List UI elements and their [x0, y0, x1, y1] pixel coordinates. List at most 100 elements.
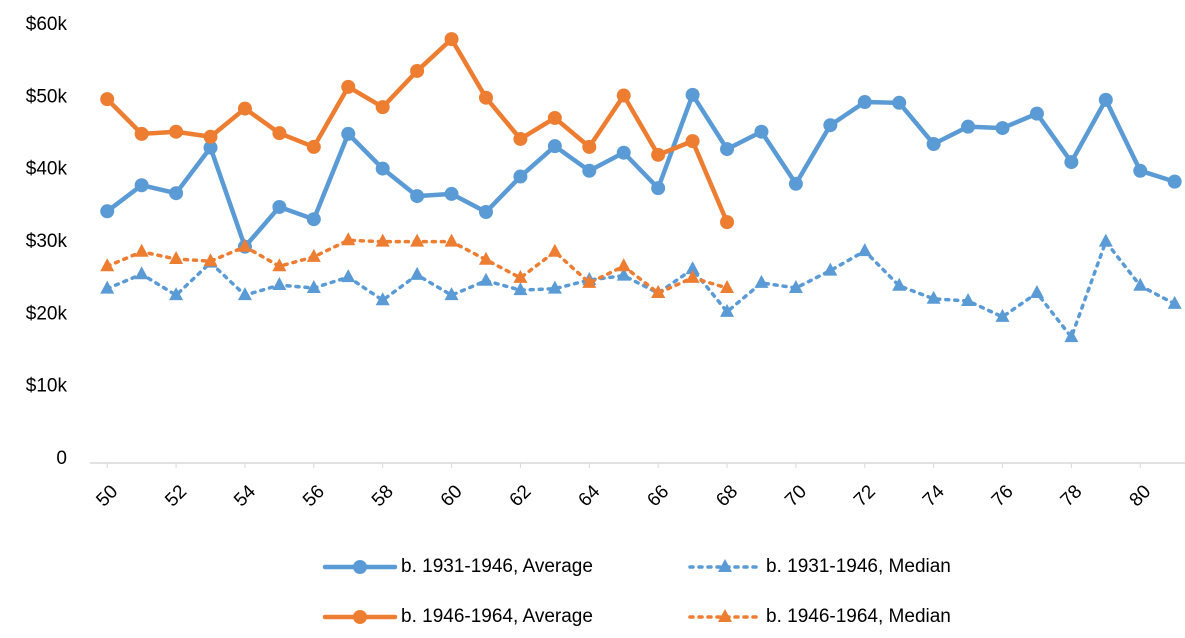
- data-point: [444, 287, 459, 301]
- data-point: [616, 267, 631, 281]
- data-point: [203, 253, 218, 267]
- data-point: [720, 279, 735, 293]
- y-tick-label: $20k: [26, 303, 68, 324]
- data-point: [375, 292, 390, 306]
- legend-marker: [718, 609, 732, 622]
- data-point: [685, 134, 700, 149]
- data-point: [685, 269, 700, 283]
- data-point: [1064, 155, 1079, 170]
- legend-label: b. 1946-1964, Average: [401, 606, 593, 627]
- data-point: [720, 215, 735, 230]
- data-point: [651, 285, 666, 299]
- data-point: [375, 161, 390, 176]
- legend-label: b. 1931-1946, Median: [766, 556, 951, 577]
- data-point: [1029, 285, 1044, 299]
- x-tick-label: 80: [1126, 481, 1156, 511]
- data-point: [788, 279, 803, 293]
- data-point: [547, 139, 562, 154]
- x-tick-label: 50: [93, 481, 123, 511]
- data-point: [134, 126, 149, 141]
- y-tick-label: $30k: [26, 231, 68, 252]
- data-point: [685, 261, 700, 275]
- data-point: [306, 248, 321, 262]
- data-point: [203, 129, 218, 144]
- data-point: [1098, 92, 1113, 107]
- series-line: [104, 92, 1177, 249]
- data-point: [237, 238, 252, 252]
- data-point: [857, 95, 872, 110]
- data-point: [823, 262, 838, 276]
- data-point: [857, 243, 872, 257]
- data-point: [341, 269, 356, 283]
- data-point: [375, 100, 390, 115]
- data-point: [961, 292, 976, 306]
- y-tick-label: 0: [56, 448, 67, 469]
- data-point: [169, 124, 184, 139]
- data-point: [444, 233, 459, 247]
- data-point: [237, 287, 252, 301]
- data-point: [616, 88, 631, 103]
- x-tick-label: 62: [506, 481, 536, 511]
- y-tick-label: $50k: [26, 86, 68, 107]
- data-point: [720, 142, 735, 157]
- data-point: [100, 258, 115, 272]
- y-tick-label: $10k: [26, 376, 68, 397]
- data-point: [1133, 277, 1148, 291]
- data-point: [134, 243, 149, 257]
- x-tick-label: 58: [368, 481, 398, 511]
- data-point: [1029, 106, 1044, 121]
- x-tick-label: 54: [230, 481, 260, 511]
- data-point: [547, 280, 562, 294]
- data-point: [513, 169, 528, 184]
- data-point: [1064, 329, 1079, 343]
- y-tick-label: $60k: [26, 14, 68, 35]
- data-point: [272, 277, 287, 291]
- data-point: [272, 199, 287, 214]
- data-point: [616, 258, 631, 272]
- data-point: [169, 251, 184, 265]
- data-point: [926, 137, 941, 152]
- data-point: [754, 124, 769, 139]
- legend-marker: [353, 560, 367, 574]
- data-point: [169, 287, 184, 301]
- data-point: [754, 274, 769, 288]
- data-point: [1167, 174, 1182, 189]
- x-tick-label: 64: [575, 481, 605, 511]
- data-point: [237, 101, 252, 116]
- data-point: [1098, 233, 1113, 247]
- x-tick-label: 52: [161, 481, 191, 511]
- data-point: [892, 95, 907, 110]
- data-point: [547, 243, 562, 257]
- data-point: [410, 63, 425, 78]
- data-point: [1167, 295, 1182, 309]
- x-tick-label: 76: [988, 481, 1018, 511]
- data-point: [995, 121, 1010, 136]
- data-point: [444, 186, 459, 201]
- data-point: [478, 272, 493, 286]
- x-tick-label: 60: [437, 481, 467, 511]
- data-point: [203, 140, 218, 155]
- data-point: [926, 290, 941, 304]
- data-point: [100, 204, 115, 219]
- data-point: [410, 233, 425, 247]
- x-tick-label: 74: [919, 481, 949, 511]
- legend-label: b. 1946-1964, Median: [766, 606, 951, 627]
- data-point: [169, 186, 184, 201]
- data-point: [478, 90, 493, 105]
- x-tick-label: 78: [1057, 481, 1087, 511]
- x-tick-label: 68: [712, 481, 742, 511]
- legend-label: b. 1931-1946, Average: [401, 556, 593, 577]
- data-point: [478, 205, 493, 220]
- x-tick-label: 70: [781, 481, 811, 511]
- data-point: [341, 232, 356, 246]
- data-point: [685, 87, 700, 102]
- data-point: [134, 178, 149, 193]
- data-point: [444, 32, 459, 47]
- data-point: [995, 308, 1010, 322]
- x-tick-label: 72: [850, 481, 880, 511]
- series-line: [105, 238, 729, 295]
- data-point: [100, 92, 115, 107]
- data-point: [892, 277, 907, 291]
- data-point: [651, 181, 666, 196]
